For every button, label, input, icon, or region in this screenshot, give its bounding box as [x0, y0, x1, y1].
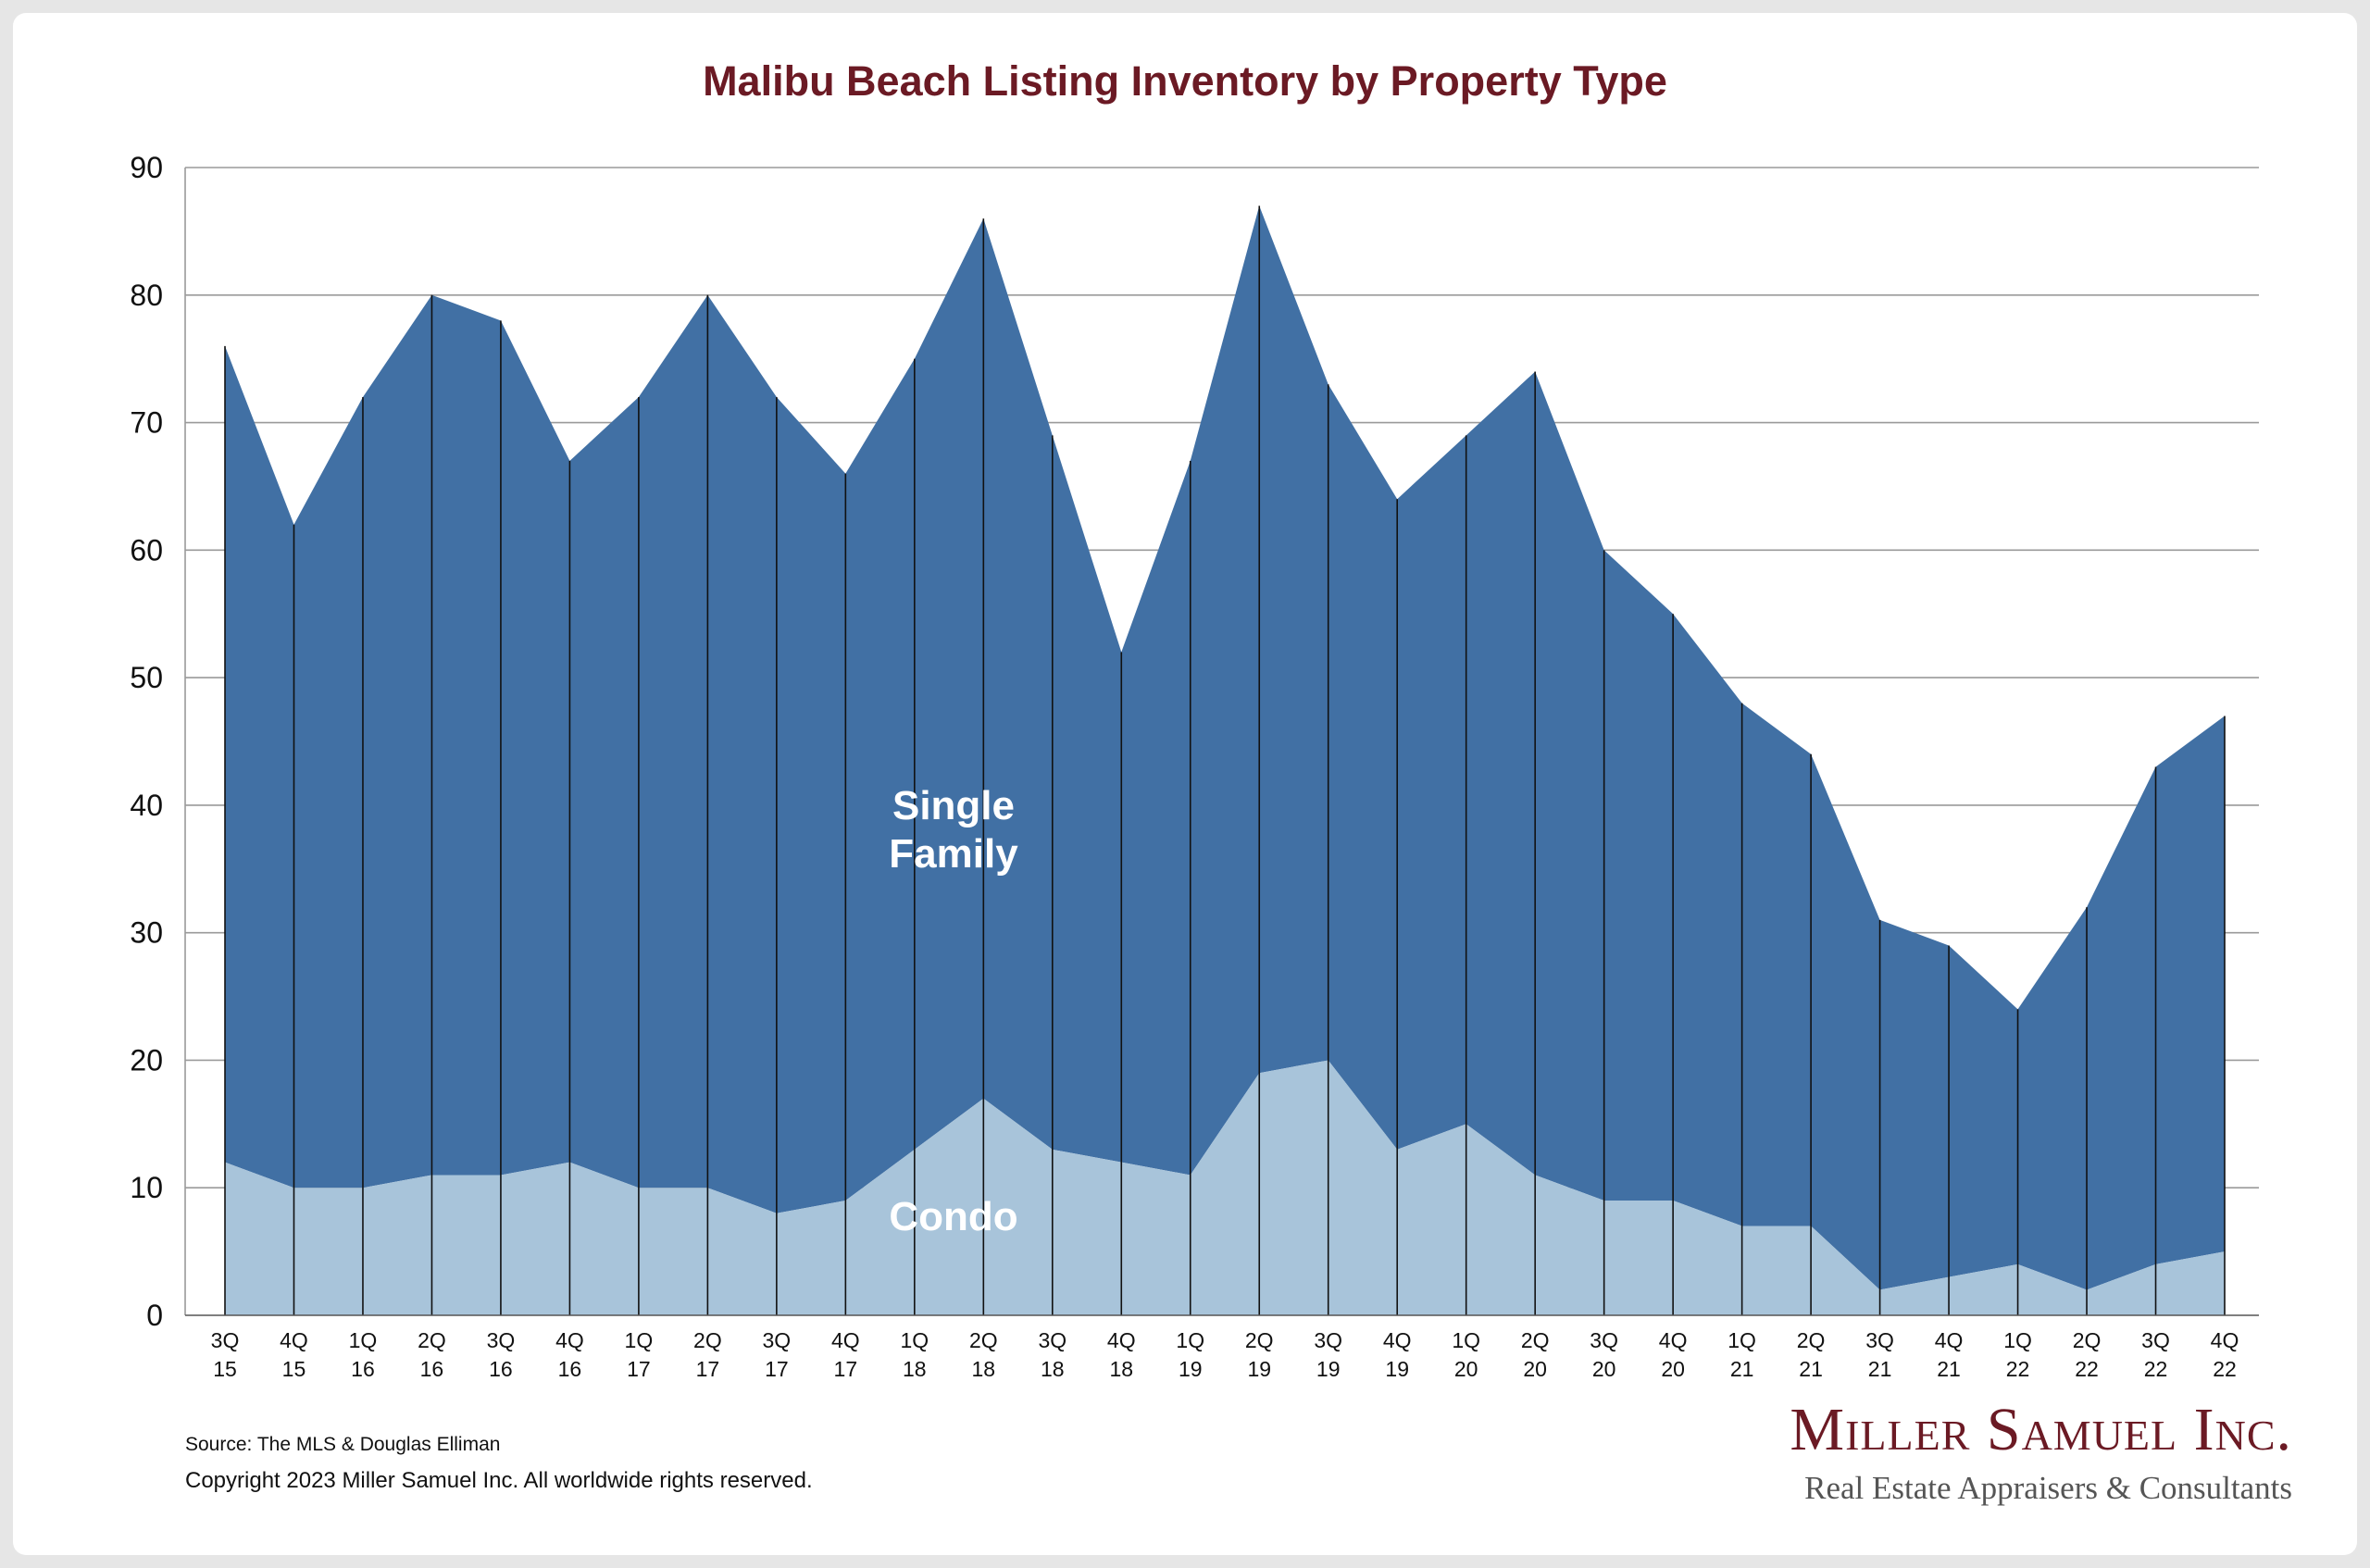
x-tick-label: 1Q 21 [1728, 1328, 1756, 1381]
logo-name: Miller Samuel Inc. [1790, 1396, 2292, 1463]
x-tick-label: 1Q 20 [1452, 1328, 1480, 1381]
x-tick-label: 1Q 17 [625, 1328, 654, 1381]
y-tick-label: 20 [130, 1043, 163, 1076]
x-tick-label: 4Q 22 [2211, 1328, 2239, 1381]
x-tick-label: 3Q 19 [1314, 1328, 1342, 1381]
x-tick-label: 1Q 22 [2003, 1328, 2032, 1381]
x-tick-label: 2Q 17 [693, 1328, 722, 1381]
x-tick-label: 3Q 16 [487, 1328, 516, 1381]
x-tick-label: 2Q 16 [418, 1328, 446, 1381]
x-tick-label: 4Q 19 [1383, 1328, 1412, 1381]
y-tick-label: 60 [130, 533, 163, 566]
x-tick-label: 2Q 19 [1245, 1328, 1274, 1381]
series-area-condo [225, 1060, 2225, 1315]
x-tick-label: 4Q 16 [555, 1328, 584, 1381]
y-tick-label: 10 [130, 1171, 163, 1204]
copyright-note: Copyright 2023 Miller Samuel Inc. All wo… [185, 1468, 813, 1493]
x-tick-label: 3Q 15 [211, 1328, 240, 1381]
series-label-single-family: Single Family [889, 783, 1018, 877]
x-tick-label: 4Q 18 [1107, 1328, 1136, 1381]
x-tick-label: 1Q 16 [349, 1328, 378, 1381]
series-area-single-family [225, 205, 2225, 1290]
x-tick-label: 4Q 21 [1935, 1328, 1964, 1381]
chart-title: Malibu Beach Listing Inventory by Proper… [703, 57, 1667, 105]
company-logo: Miller Samuel Inc. Real Estate Appraiser… [1790, 1400, 2292, 1507]
x-tick-label: 3Q 20 [1590, 1328, 1618, 1381]
x-tick-label: 2Q 20 [1521, 1328, 1550, 1381]
x-tick-label: 4Q 20 [1659, 1328, 1688, 1381]
y-tick-label: 80 [130, 279, 163, 312]
x-tick-label: 1Q 19 [1176, 1328, 1204, 1381]
x-tick-label: 4Q 17 [831, 1328, 860, 1381]
y-tick-label: 40 [130, 789, 163, 822]
x-tick-label: 3Q 22 [2141, 1328, 2170, 1381]
series-label-condo: Condo [889, 1194, 1017, 1239]
y-tick-labels: 0 10 20 30 40 50 60 70 80 90 [130, 151, 163, 1332]
y-tick-label: 50 [130, 661, 163, 694]
x-tick-label: 3Q 21 [1865, 1328, 1894, 1381]
x-tick-label: 3Q 17 [763, 1328, 792, 1381]
drop-lines [224, 205, 2226, 1315]
x-tick-label: 2Q 22 [2073, 1328, 2102, 1381]
y-tick-label: 90 [130, 151, 163, 184]
x-tick-label: 2Q 18 [969, 1328, 998, 1381]
y-tick-label: 0 [146, 1299, 163, 1332]
x-tick-labels: 3Q 15 4Q 15 1Q 16 2Q 16 3Q 16 4Q 16 1Q 17 2Q 17 3Q 17 4Q 17… [211, 1328, 2239, 1381]
x-tick-label: 3Q 18 [1038, 1328, 1066, 1381]
source-note: Source: The MLS & Douglas Elliman [185, 1434, 501, 1455]
y-tick-label: 30 [130, 916, 163, 950]
x-tick-label: 4Q 15 [280, 1328, 308, 1381]
logo-tagline: Real Estate Appraisers & Consultants [1804, 1470, 2292, 1506]
x-tick-label: 2Q 21 [1797, 1328, 1826, 1381]
x-tick-label: 1Q 18 [900, 1328, 929, 1381]
y-tick-label: 70 [130, 406, 163, 440]
